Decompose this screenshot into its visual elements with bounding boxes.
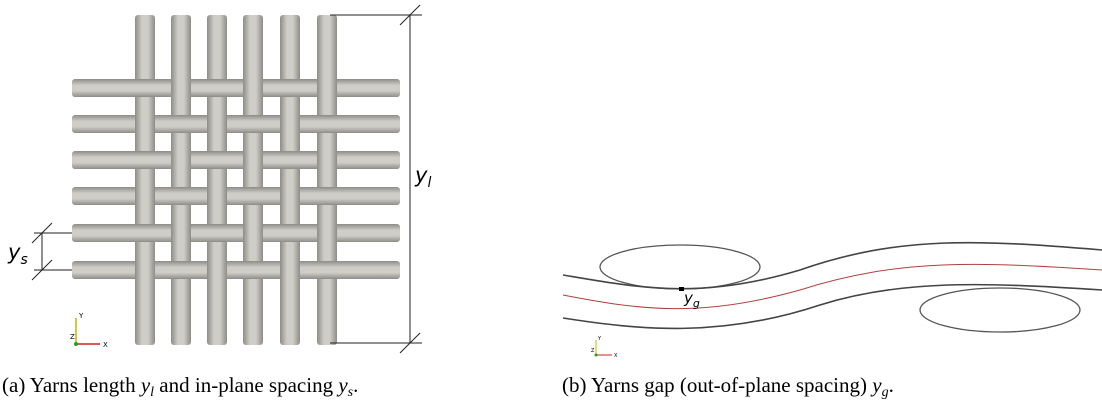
warp-yarn (317, 15, 337, 345)
weft-over (279, 224, 301, 242)
dimension-long (330, 5, 422, 353)
weft-over (316, 187, 338, 205)
weft-over (242, 261, 264, 279)
weft-over (170, 115, 192, 133)
axis-y: Y (78, 312, 84, 320)
weft-over (316, 115, 338, 133)
axis-z: Z (591, 348, 595, 354)
weft-over (170, 187, 192, 205)
weft-yarn (72, 79, 400, 97)
weft-yarn (72, 151, 400, 169)
weft-over (206, 151, 228, 169)
axis-x: X (614, 353, 618, 359)
weft-over (316, 261, 338, 279)
weft-over (170, 261, 192, 279)
weft-over (134, 79, 156, 97)
label-ys: ys (7, 240, 28, 268)
weft-over (242, 115, 264, 133)
axis-y: Y (597, 336, 602, 342)
weft-over (134, 151, 156, 169)
woven-yarns (72, 15, 400, 345)
weft-yarn (72, 224, 400, 242)
dimension-spacing (32, 223, 72, 280)
axis-x: X (103, 341, 108, 349)
weft-over (206, 79, 228, 97)
weft-yarn (72, 115, 400, 133)
weft-over (279, 151, 301, 169)
warp-yarn (243, 15, 263, 345)
warp-yarn (207, 15, 227, 345)
label-yl: yl (414, 163, 431, 191)
warp-yarn (280, 15, 300, 345)
caption-b: (b) Yarns gap (out-of-plane spacing) yg. (562, 373, 894, 400)
axis-z: Z (70, 333, 75, 341)
axes-triad-a: Y Z X (70, 312, 108, 349)
caption-a: (a) Yarns length yl and in-plane spacing… (2, 373, 358, 401)
yarn-cross-section (563, 243, 1102, 332)
weft-over (279, 79, 301, 97)
weft-over (134, 224, 156, 242)
weft-yarn (72, 261, 400, 279)
warp-yarn (135, 15, 155, 345)
label-yg: yg (683, 289, 700, 310)
axes-triad-b: Y Z X (591, 336, 618, 359)
weft-yarn (72, 187, 400, 205)
weft-over (206, 224, 228, 242)
warp-yarn (171, 15, 191, 345)
figure: yl ys Y Z X yg Y Z X (a) Yarns length yl… (0, 0, 1102, 416)
weft-over (242, 187, 264, 205)
